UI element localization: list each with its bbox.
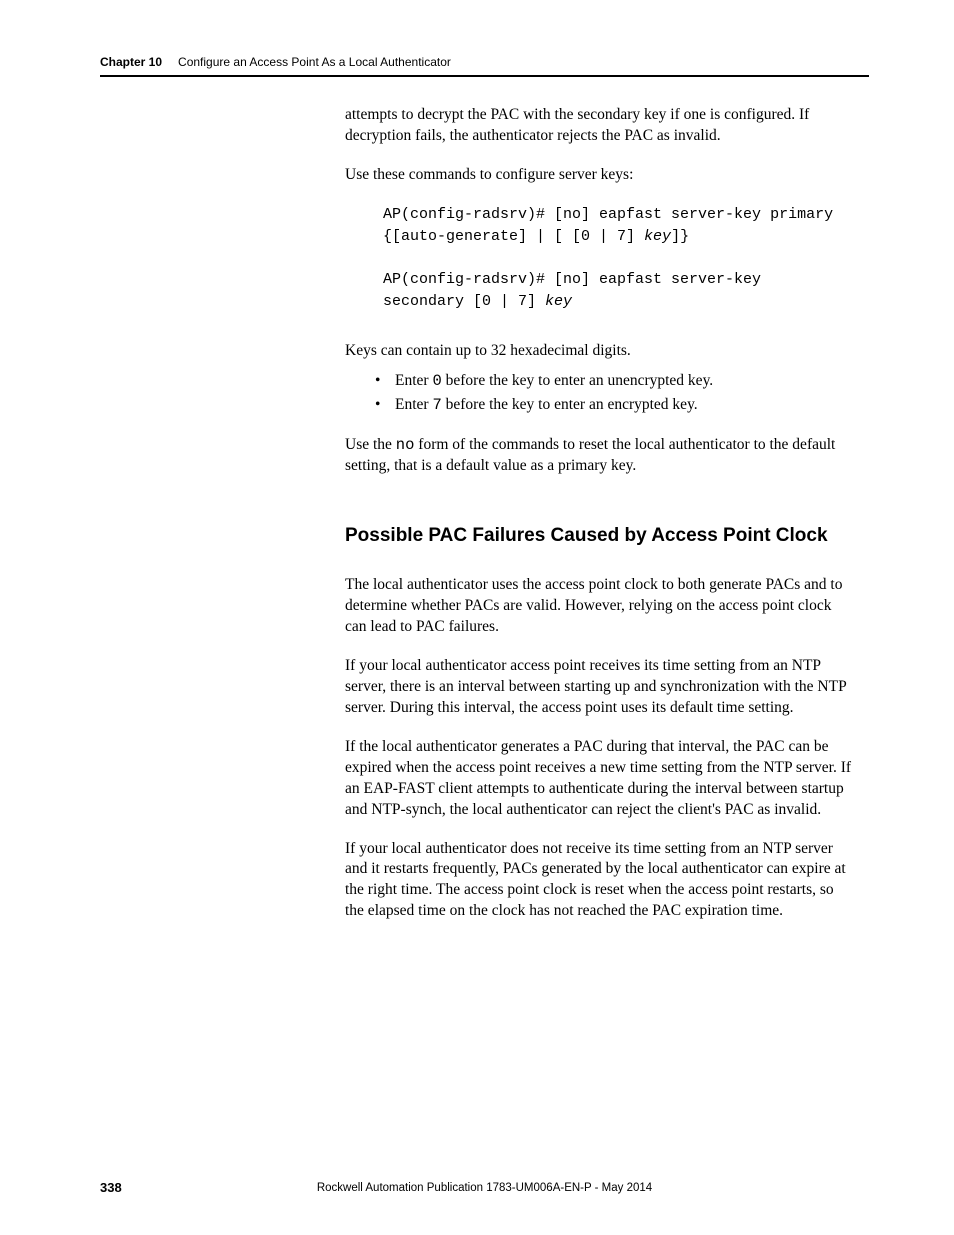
page-number: 338 bbox=[100, 1180, 122, 1195]
chapter-label: Chapter 10 bbox=[100, 55, 162, 69]
list-item: Enter 7 before the key to enter an encry… bbox=[375, 393, 855, 417]
code-line: secondary [0 | 7] bbox=[383, 293, 545, 310]
text: Enter bbox=[395, 372, 432, 389]
code-line: ]} bbox=[671, 228, 689, 245]
paragraph: Use these commands to configure server k… bbox=[345, 165, 855, 186]
main-content: attempts to decrypt the PAC with the sec… bbox=[345, 105, 855, 940]
code-inline: 0 bbox=[432, 372, 441, 390]
paragraph: Use the no form of the commands to reset… bbox=[345, 435, 855, 477]
list-item: Enter 0 before the key to enter an unenc… bbox=[375, 369, 855, 393]
header-line: Chapter 10 Configure an Access Point As … bbox=[100, 55, 869, 69]
paragraph: attempts to decrypt the PAC with the sec… bbox=[345, 105, 855, 147]
text: Enter bbox=[395, 396, 432, 413]
paragraph: If the local authenticator generates a P… bbox=[345, 737, 855, 821]
code-line: AP(config-radsrv)# [no] eapfast server-k… bbox=[383, 271, 761, 288]
code-inline: 7 bbox=[432, 396, 441, 414]
code-block: AP(config-radsrv)# [no] eapfast server-k… bbox=[383, 204, 855, 313]
page-header: Chapter 10 Configure an Access Point As … bbox=[100, 55, 869, 77]
code-line: AP(config-radsrv)# [no] eapfast server-k… bbox=[383, 206, 833, 223]
chapter-title: Configure an Access Point As a Local Aut… bbox=[178, 55, 451, 69]
header-rule bbox=[100, 75, 869, 77]
text: Use the bbox=[345, 436, 396, 453]
paragraph: Keys can contain up to 32 hexadecimal di… bbox=[345, 341, 855, 362]
page-footer: 338 Rockwell Automation Publication 1783… bbox=[100, 1180, 869, 1195]
code-inline: no bbox=[396, 436, 415, 454]
text: before the key to enter an unencrypted k… bbox=[442, 372, 713, 389]
publication-info: Rockwell Automation Publication 1783-UM0… bbox=[317, 1182, 652, 1194]
text: form of the commands to reset the local … bbox=[345, 436, 835, 474]
paragraph: If your local authenticator does not rec… bbox=[345, 839, 855, 923]
code-keyword: key bbox=[545, 293, 572, 310]
text: before the key to enter an encrypted key… bbox=[442, 396, 698, 413]
paragraph: The local authenticator uses the access … bbox=[345, 575, 855, 638]
paragraph: If your local authenticator access point… bbox=[345, 656, 855, 719]
code-line: {[auto-generate] | [ [0 | 7] bbox=[383, 228, 644, 245]
bullet-list: Enter 0 before the key to enter an unenc… bbox=[375, 369, 855, 417]
section-heading: Possible PAC Failures Caused by Access P… bbox=[345, 525, 855, 547]
code-keyword: key bbox=[644, 228, 671, 245]
